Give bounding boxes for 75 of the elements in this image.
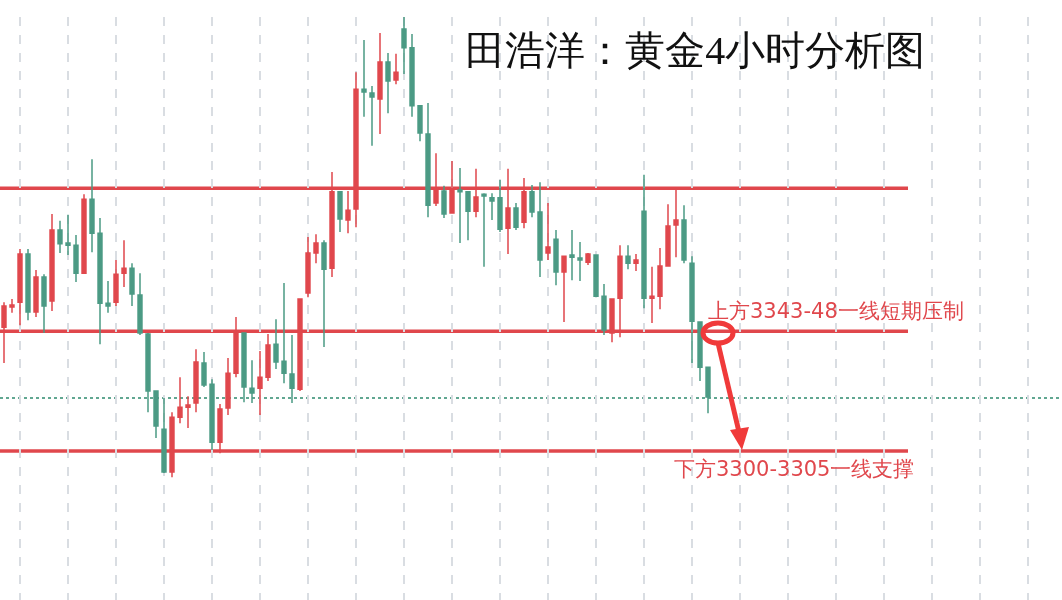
candlestick xyxy=(513,202,519,231)
candlestick xyxy=(305,236,311,298)
candlestick xyxy=(689,255,695,364)
candlestick xyxy=(273,318,279,370)
candlestick xyxy=(697,321,703,382)
candlestick xyxy=(529,184,535,218)
candlestick xyxy=(153,390,159,439)
candlestick xyxy=(193,348,199,414)
candlestick xyxy=(89,158,95,253)
candlestick xyxy=(137,272,143,336)
ref-line-label: 上方3343-48一线短期压制 xyxy=(708,299,964,323)
candlestick xyxy=(185,395,191,429)
candlestick xyxy=(569,229,575,281)
candlestick xyxy=(313,233,319,264)
candlestick xyxy=(497,179,503,233)
candlestick xyxy=(633,253,639,272)
candlestick xyxy=(441,185,447,219)
candlestick xyxy=(377,32,383,135)
candlestick xyxy=(209,378,215,451)
candlestick xyxy=(481,192,487,268)
candlestick xyxy=(33,269,39,318)
chart-title: 田浩洋：黄金4小时分析图 xyxy=(465,28,926,73)
candlestick xyxy=(545,202,551,261)
candlestick xyxy=(9,298,15,314)
candlestick xyxy=(649,266,655,324)
candlestick xyxy=(361,39,367,118)
candlestick xyxy=(393,53,399,85)
candlestick xyxy=(425,102,431,218)
candlestick xyxy=(561,255,567,323)
candlestick xyxy=(585,252,591,266)
candlestick xyxy=(401,17,407,75)
candlestick xyxy=(97,217,103,345)
candlestick xyxy=(625,244,631,270)
candlestick xyxy=(257,350,263,416)
candlestick xyxy=(537,181,543,278)
candlestick xyxy=(49,213,55,312)
candlestick xyxy=(145,332,151,414)
candlestick xyxy=(577,241,583,282)
candlestick xyxy=(41,273,47,334)
candlestick xyxy=(73,234,79,283)
candlestick xyxy=(593,254,599,298)
candlestick xyxy=(121,239,127,288)
candlestick xyxy=(81,193,87,275)
candlestick xyxy=(337,191,343,233)
candlestick xyxy=(25,248,31,321)
candlestick xyxy=(289,334,295,404)
ref-line-label: 下方3300-3305一线支撑 xyxy=(674,457,915,481)
candlestick xyxy=(417,105,423,142)
candlestick xyxy=(201,351,207,388)
candlestick xyxy=(321,239,327,348)
candlestick xyxy=(129,262,135,307)
candlestick xyxy=(553,229,559,287)
candlestick xyxy=(457,167,463,244)
candlestick xyxy=(385,52,391,114)
candlestick xyxy=(665,203,671,268)
candlestick xyxy=(177,376,183,425)
candlestick xyxy=(65,214,71,256)
candlestick xyxy=(17,248,23,327)
candlestick xyxy=(681,204,687,264)
candlestick xyxy=(105,280,111,314)
candlestick xyxy=(113,259,119,307)
candlestick xyxy=(57,220,63,254)
candlestick xyxy=(601,283,607,336)
candlestick xyxy=(281,282,287,385)
candlestick xyxy=(249,359,255,404)
candlestick xyxy=(241,331,247,403)
candlestick xyxy=(489,192,495,221)
candlestick xyxy=(161,397,167,474)
candlestick xyxy=(705,366,711,414)
candlestick xyxy=(657,247,663,310)
candlestick xyxy=(225,357,231,416)
candlestick xyxy=(465,191,471,241)
candlestick xyxy=(641,174,647,310)
candlestick xyxy=(409,33,415,118)
candlestick xyxy=(369,85,375,147)
